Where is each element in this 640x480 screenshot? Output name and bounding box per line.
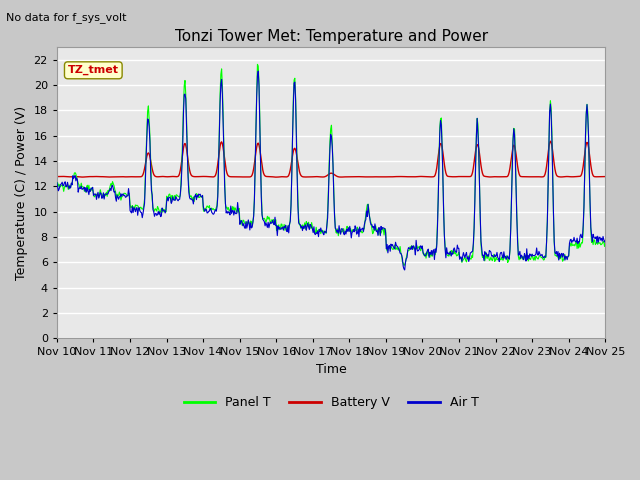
Battery V xyxy=(204,174,212,180)
Battery V xyxy=(547,138,554,144)
Panel T xyxy=(602,240,609,246)
Battery V xyxy=(602,174,609,180)
Air T xyxy=(399,255,406,261)
Air T xyxy=(401,267,408,273)
Panel T xyxy=(415,243,423,249)
Air T xyxy=(53,180,61,185)
Line: Panel T: Panel T xyxy=(57,64,605,265)
Y-axis label: Temperature (C) / Power (V): Temperature (C) / Power (V) xyxy=(15,106,28,280)
Air T xyxy=(602,238,609,243)
Text: No data for f_sys_volt: No data for f_sys_volt xyxy=(6,12,127,23)
Battery V xyxy=(273,174,280,180)
Line: Air T: Air T xyxy=(57,71,605,270)
Panel T xyxy=(175,194,183,200)
Legend: Panel T, Battery V, Air T: Panel T, Battery V, Air T xyxy=(179,391,483,414)
Panel T xyxy=(399,259,406,265)
Panel T xyxy=(400,263,408,268)
Air T xyxy=(175,196,183,202)
Title: Tonzi Tower Met: Temperature and Power: Tonzi Tower Met: Temperature and Power xyxy=(175,29,488,44)
Battery V xyxy=(120,174,127,180)
Battery V xyxy=(53,174,61,180)
Panel T xyxy=(53,184,61,190)
Text: TZ_tmet: TZ_tmet xyxy=(68,65,119,75)
Battery V xyxy=(415,174,422,180)
Panel T xyxy=(120,192,127,198)
Line: Battery V: Battery V xyxy=(57,141,605,177)
Battery V xyxy=(175,172,183,178)
Panel T xyxy=(63,183,70,189)
Air T xyxy=(204,210,212,216)
Battery V xyxy=(63,174,70,180)
Air T xyxy=(120,191,127,197)
Air T xyxy=(63,183,70,189)
Battery V xyxy=(399,174,406,180)
Panel T xyxy=(253,61,261,67)
X-axis label: Time: Time xyxy=(316,363,346,376)
Air T xyxy=(254,68,262,74)
Panel T xyxy=(204,204,212,210)
Air T xyxy=(415,247,423,252)
